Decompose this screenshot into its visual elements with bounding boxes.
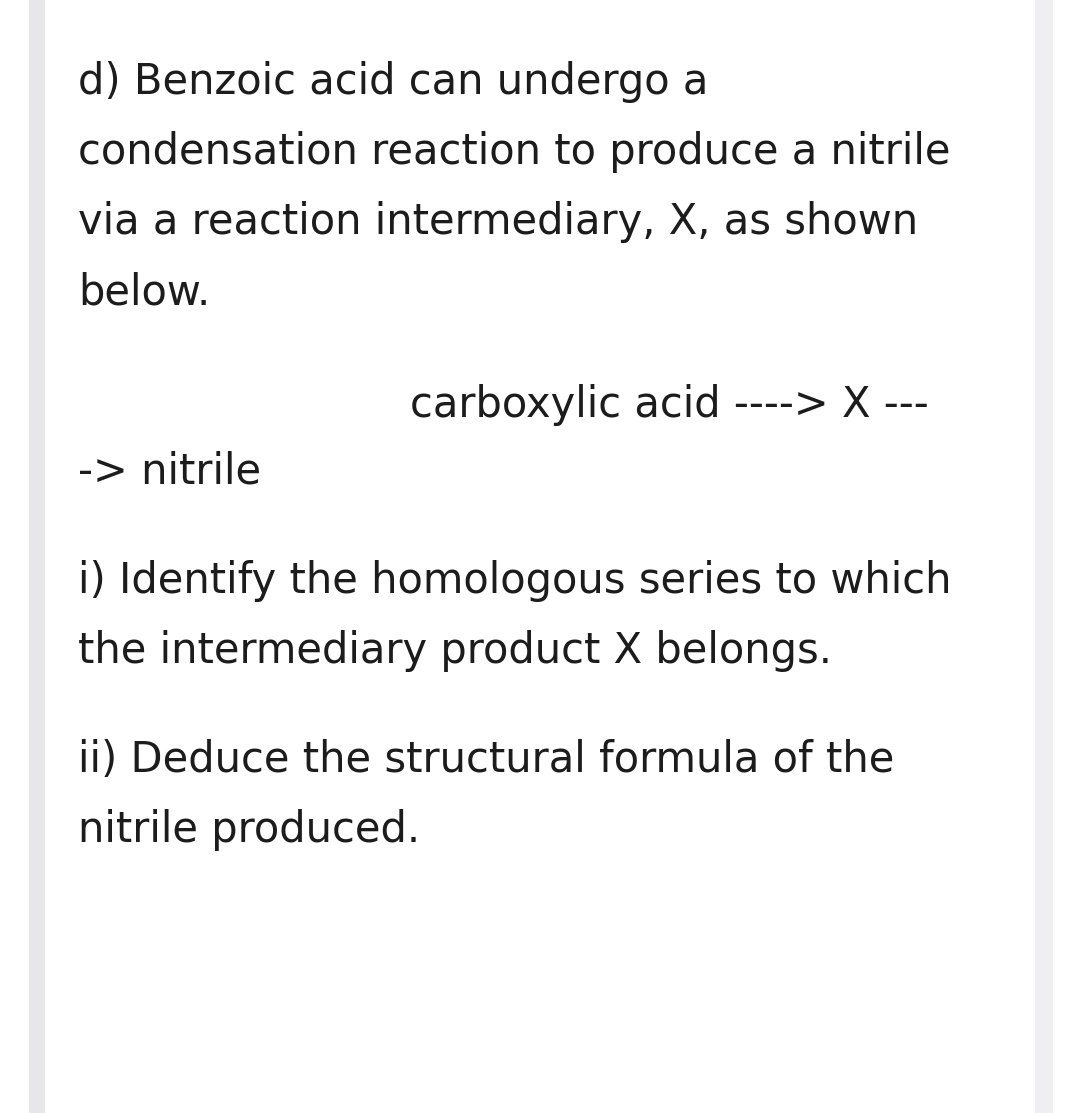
Text: via a reaction intermediary, X, as shown: via a reaction intermediary, X, as shown [78,201,918,244]
Text: -> nitrile: -> nitrile [78,451,261,493]
Text: ii) Deduce the structural formula of the: ii) Deduce the structural formula of the [78,739,894,781]
Text: carboxylic acid ----> X ---: carboxylic acid ----> X --- [410,384,929,426]
Text: condensation reaction to produce a nitrile: condensation reaction to produce a nitri… [78,131,950,174]
Text: i) Identify the homologous series to which: i) Identify the homologous series to whi… [78,560,951,602]
Text: the intermediary product X belongs.: the intermediary product X belongs. [78,630,832,672]
Text: below.: below. [78,272,210,314]
Bar [1035,0,1053,1113]
Text: nitrile produced.: nitrile produced. [78,809,420,851]
Bar [29,0,45,1113]
Text: d) Benzoic acid can undergo a: d) Benzoic acid can undergo a [78,61,708,104]
